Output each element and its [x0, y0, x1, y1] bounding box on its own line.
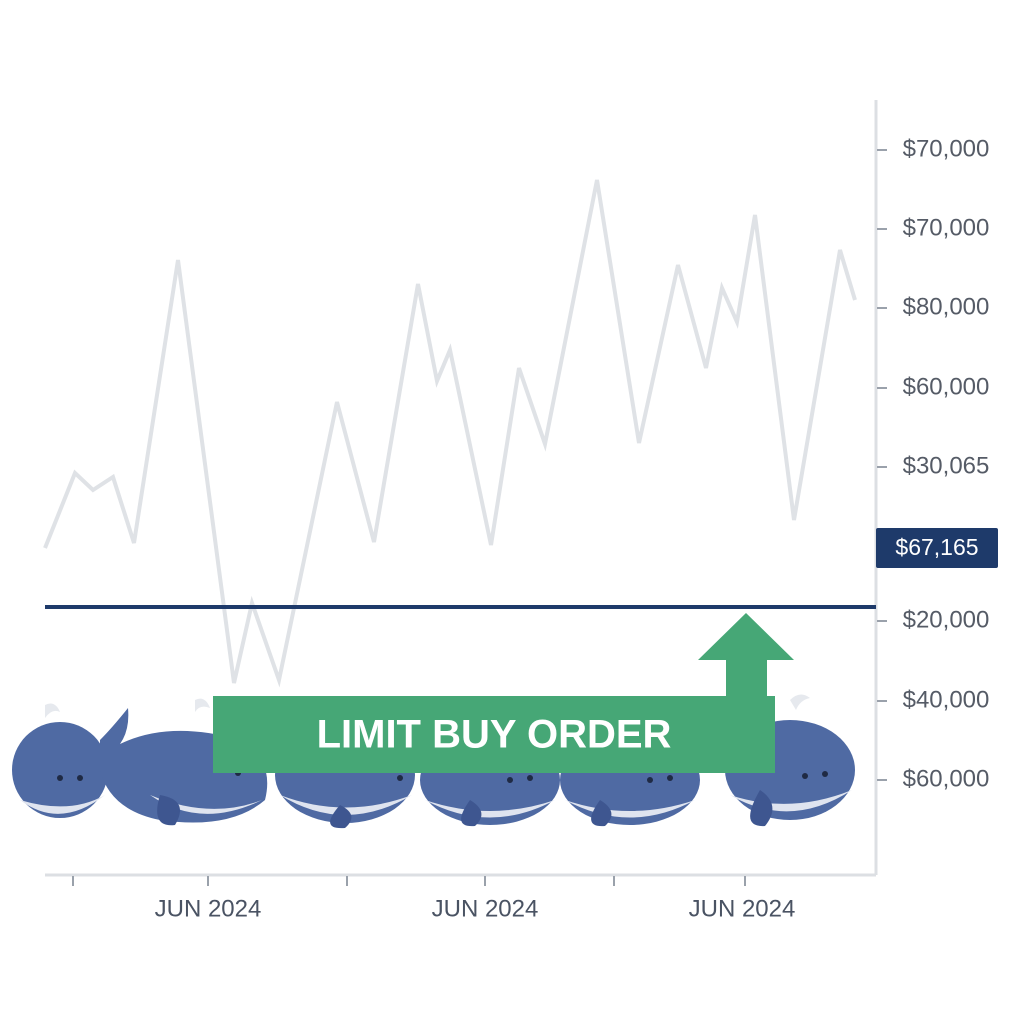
y-tick-label: $80,000: [903, 293, 990, 320]
y-tick-label: $40,000: [903, 686, 990, 713]
y-ticks: [877, 149, 887, 781]
price-line: [43, 179, 857, 688]
arrow: [698, 613, 794, 697]
banner-text: LIMIT BUY ORDER: [317, 713, 672, 757]
whales: [12, 694, 855, 829]
x-ticks: [72, 876, 746, 886]
price-tag: $67,165: [895, 534, 978, 560]
y-tick-label: $60,000: [903, 373, 990, 400]
y-tick-label: $70,000: [903, 214, 990, 241]
x-tick-label: JUN 2024: [432, 895, 539, 922]
y-tick-label: $20,000: [903, 606, 990, 633]
x-tick-label: JUN 2024: [689, 895, 796, 922]
y-tick-label: $30,065: [903, 452, 990, 479]
y-tick-label: $60,000: [903, 765, 990, 792]
price-tag-box: [876, 528, 998, 568]
x-tick-label: JUN 2024: [155, 895, 262, 922]
y-tick-label: $70,000: [903, 135, 990, 162]
banner-box: [213, 696, 775, 773]
